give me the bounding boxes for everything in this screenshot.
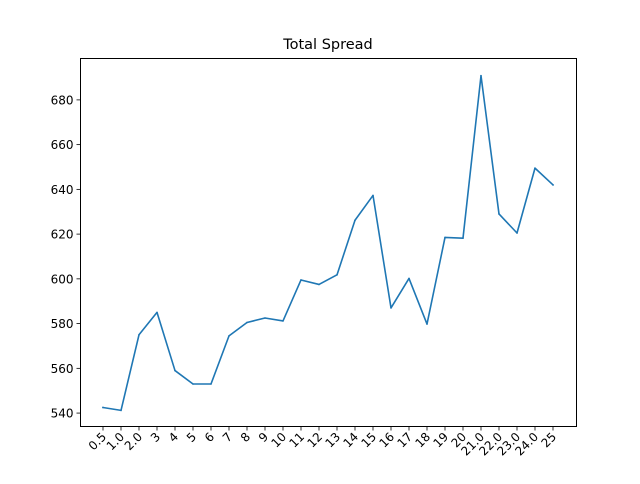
y-tick-label: 560	[51, 362, 74, 376]
data-point	[552, 184, 554, 186]
data-point	[498, 213, 500, 215]
data-point	[516, 232, 518, 234]
y-axis: 540 560 580 600 620 640 660 680	[51, 93, 81, 421]
data-point	[336, 274, 338, 276]
data-point	[192, 383, 194, 385]
y-tick-label: 580	[51, 317, 74, 331]
data-point	[264, 317, 266, 319]
x-tick-label: 6	[202, 430, 217, 445]
data-point	[300, 279, 302, 281]
data-point	[408, 277, 410, 280]
data-point	[120, 409, 122, 412]
x-tick-label: 25	[538, 430, 559, 451]
data-point	[138, 333, 140, 336]
data-point	[210, 383, 212, 385]
data-point	[354, 219, 356, 222]
data-point	[318, 283, 320, 286]
data-point	[390, 307, 392, 309]
data-point	[462, 237, 464, 239]
data-point	[282, 320, 284, 322]
y-tick-label: 640	[51, 183, 74, 197]
y-tick-label: 660	[51, 138, 74, 152]
plot-area	[102, 74, 555, 412]
x-tick-label: 5	[184, 430, 199, 445]
data-point	[102, 406, 104, 409]
data-point	[444, 236, 446, 239]
data-point	[174, 369, 176, 372]
data-point	[156, 311, 158, 314]
data-point	[534, 167, 536, 169]
y-tick-label: 620	[51, 228, 74, 242]
data-point	[228, 335, 230, 337]
series-line	[102, 74, 555, 412]
y-tick-label: 600	[51, 272, 74, 286]
data-point	[480, 74, 482, 77]
data-point	[426, 323, 428, 325]
y-tick-label: 540	[51, 407, 74, 421]
plot-frame	[80, 58, 577, 427]
data-point	[246, 321, 248, 324]
x-tick-label: 3	[148, 430, 163, 445]
x-tick-label: 4	[166, 430, 181, 445]
x-tick-label: 7	[220, 430, 235, 445]
data-point	[372, 194, 374, 197]
x-axis: 0.51.02.0 3 4 5 6 7 8 9101112131415161718192021…	[86, 426, 559, 459]
x-tick-label: 2.0	[122, 430, 145, 453]
y-tick-label: 680	[51, 93, 74, 107]
x-tick-label: 9	[256, 430, 271, 445]
x-tick-label: 8	[238, 430, 253, 445]
chart-title: Total Spread	[282, 37, 373, 53]
